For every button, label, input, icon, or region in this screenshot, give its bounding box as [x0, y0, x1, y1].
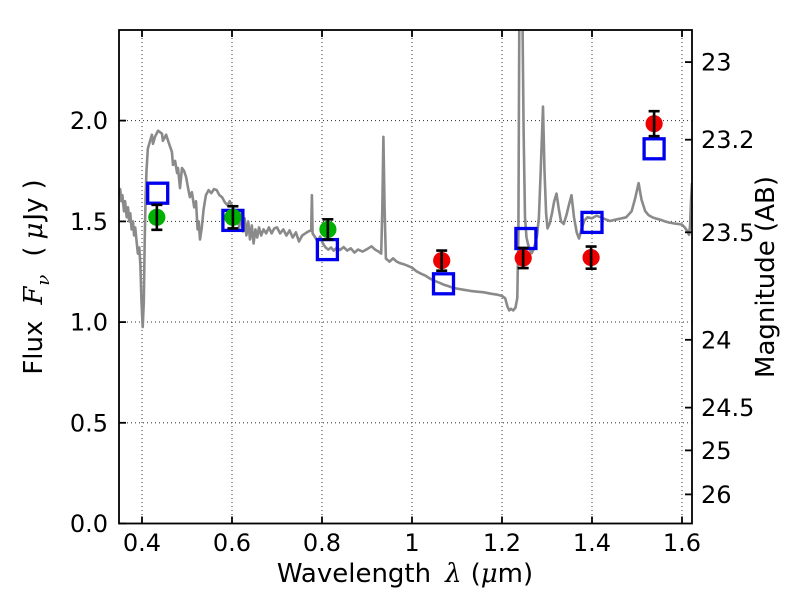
error-bar	[322, 218, 334, 241]
x-tick-label: 1.2	[483, 529, 521, 557]
axis-label-part: μ	[481, 559, 498, 589]
axis-label-part: (	[471, 559, 481, 589]
error-bar	[648, 109, 660, 138]
x-axis-label: Wavelength λ (μm)	[277, 559, 533, 589]
open-square-marker	[580, 210, 604, 235]
open-square-marker	[146, 181, 170, 205]
error-bar	[227, 204, 239, 230]
y-right-tick-label: 23.5	[701, 219, 754, 247]
y-left-tick-label: 0.5	[70, 409, 108, 437]
x-tick-label: 1.4	[573, 529, 611, 557]
axis-label-part: Jy	[19, 197, 49, 222]
y-right-tick-label: 24	[701, 326, 732, 354]
y-right-tick-label: 23	[701, 49, 732, 77]
y-left-tick-label: 0.0	[70, 510, 108, 538]
y-left-axis-label: Flux Fν ( μJy)	[19, 179, 54, 374]
axis-label-part: F	[19, 286, 49, 306]
y-left-tick-label: 2.0	[70, 107, 108, 135]
x-tick-label: 0.6	[213, 529, 251, 557]
spectrum-line	[119, 30, 692, 329]
axis-label-part: m)	[498, 559, 533, 589]
y-right-tick-label: 23.2	[701, 126, 754, 154]
y-right-axis-label: Magnitude (AB)	[751, 176, 781, 378]
open-square-marker	[642, 137, 666, 161]
axis-label-part: ν	[33, 275, 54, 286]
y-right-tick-label: 25	[701, 437, 732, 465]
axes-frame	[118, 29, 693, 525]
green-circles	[148, 203, 337, 241]
error-bar	[151, 203, 163, 232]
axis-label-part: Wavelength	[277, 559, 431, 589]
open-square-marker	[431, 272, 456, 296]
x-tick-label: 1	[404, 529, 419, 557]
red-circles	[433, 109, 663, 273]
x-tick-label: 0.4	[123, 529, 161, 557]
y-left-tick-label: 1.5	[70, 208, 108, 236]
error-bar	[436, 249, 448, 273]
axis-label-part: λ	[444, 559, 461, 589]
y-right-tick-label: 26	[701, 481, 732, 509]
error-bar	[585, 245, 597, 270]
tick-marks	[119, 30, 692, 525]
axis-label-part: μ	[19, 223, 49, 240]
error-bar	[517, 246, 529, 270]
y-right-tick-label: 24.5	[701, 394, 754, 422]
y-left-tick-label: 1.0	[70, 309, 108, 337]
axis-label-part: )	[19, 179, 49, 189]
x-tick-label: 0.8	[303, 529, 341, 557]
x-tick-label: 1.6	[663, 529, 701, 557]
axis-label-part: Flux	[19, 321, 49, 375]
axis-label-part: (	[19, 246, 49, 256]
